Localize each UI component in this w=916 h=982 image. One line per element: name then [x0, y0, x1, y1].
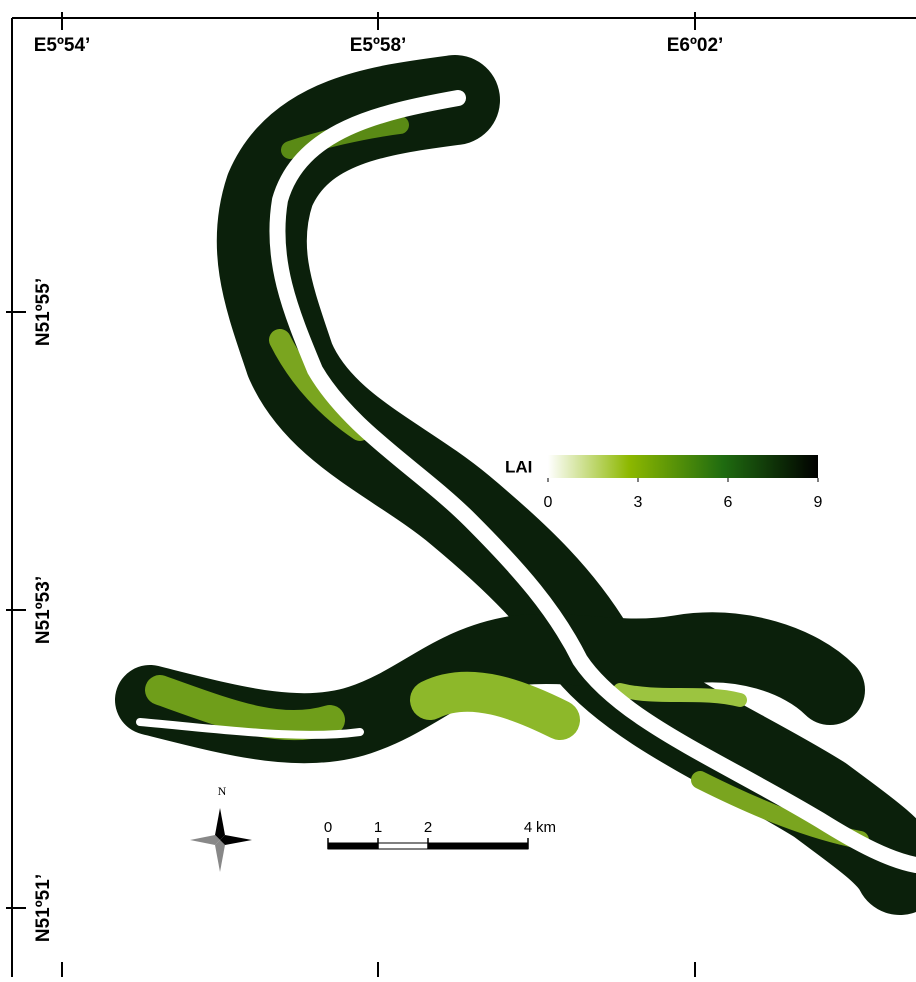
legend-label: LAI	[505, 457, 532, 476]
legend-tick-label: 3	[634, 494, 643, 511]
latitude-label: N51º51’	[33, 874, 54, 942]
scale-bar-segment	[328, 843, 378, 849]
north-label: N	[218, 784, 227, 798]
scale-bar-label: 2	[424, 819, 432, 836]
scale-bar-label: 1	[374, 819, 382, 836]
longitude-label: E6º02’	[667, 35, 724, 56]
legend-tick-label: 0	[544, 494, 553, 511]
legend-tick-label: 6	[724, 494, 733, 511]
map: N LAI E5º54’ E5º58’ E6º02’ N51º55’ N51º53’ N5…	[0, 0, 916, 977]
longitude-label: E5º54’	[34, 35, 91, 56]
scale-bar-label: 0	[324, 819, 332, 836]
scale-bar-unit: km	[536, 819, 556, 836]
north-arrow: N	[190, 784, 252, 872]
floodplain	[140, 98, 916, 870]
latitude-label: N51º53’	[33, 576, 54, 644]
longitude-label: E5º58’	[350, 35, 407, 56]
scale-bar-label: 4	[524, 819, 532, 836]
legend-colorbar	[548, 455, 818, 478]
scale-bar-segment	[428, 843, 528, 849]
legend-tick-label: 9	[814, 494, 823, 511]
scale-bar-segment	[378, 843, 428, 849]
latitude-label: N51º55’	[33, 278, 54, 346]
